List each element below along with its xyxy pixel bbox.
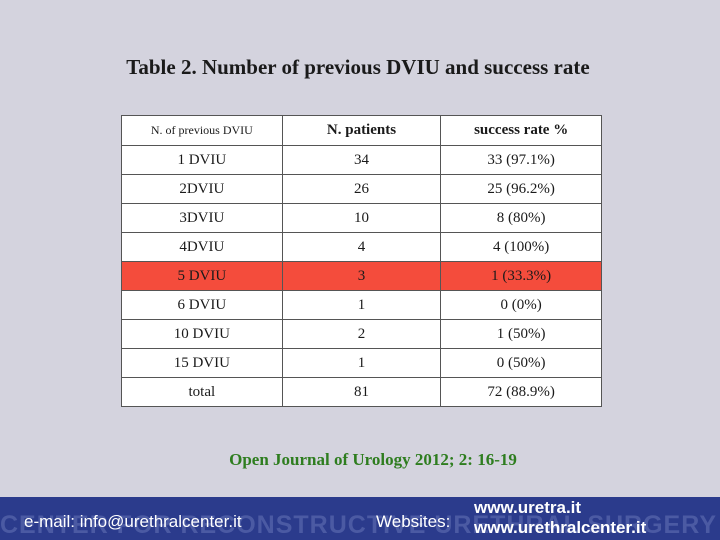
cell-previous-dviu: 15 DVIU: [121, 348, 283, 378]
cell-success-rate: 72 (88.9%): [440, 377, 602, 407]
table-title: Table 2. Number of previous DVIU and suc…: [126, 55, 590, 79]
cell-patients: 10: [281, 203, 442, 233]
cell-patients: 2: [281, 319, 442, 349]
cell-previous-dviu: 3DVIU: [121, 203, 283, 233]
cell-patients: 3: [281, 261, 442, 291]
cell-previous-dviu: 10 DVIU: [121, 319, 283, 349]
journal-citation: Open Journal of Urology 2012; 2: 16-19: [229, 450, 517, 469]
footer-watermark: CENTER FOR RECONSTRUCTIVE URETHRAL SURGE…: [0, 511, 718, 539]
cell-previous-dviu: 6 DVIU: [121, 290, 283, 320]
footer-bar: CENTER FOR RECONSTRUCTIVE URETHRAL SURGE…: [0, 497, 720, 540]
cell-success-rate: 0 (0%): [440, 290, 602, 320]
header-previous-dviu: N. of previous DVIU: [121, 115, 283, 146]
cell-previous-dviu: total: [121, 377, 283, 407]
cell-success-rate: 8 (80%): [440, 203, 602, 233]
table-row: 2DVIU 26 25 (96.2%): [121, 174, 602, 204]
header-success-rate: success rate %: [440, 115, 602, 146]
cell-previous-dviu: 4DVIU: [121, 232, 283, 262]
table-row: 4DVIU 4 4 (100%): [121, 232, 602, 262]
contact-email[interactable]: e-mail: info@urethralcenter.it: [24, 512, 242, 531]
table-header-row: N. of previous DVIU N. patients success …: [121, 115, 602, 146]
cell-success-rate: 4 (100%): [440, 232, 602, 262]
cell-patients: 1: [281, 348, 442, 378]
table-row-total: total 81 72 (88.9%): [121, 377, 602, 407]
cell-patients: 34: [281, 145, 442, 175]
website-link-uretra[interactable]: www.uretra.it: [474, 498, 582, 517]
cell-patients: 26: [281, 174, 442, 204]
table-row: 15 DVIU 1 0 (50%): [121, 348, 602, 378]
table-row: 1 DVIU 34 33 (97.1%): [121, 145, 602, 175]
cell-success-rate: 1 (33.3%): [440, 261, 602, 291]
website-links: www.uretra.it www.urethralcenter.it: [474, 498, 646, 538]
cell-patients: 4: [281, 232, 442, 262]
cell-previous-dviu: 1 DVIU: [121, 145, 283, 175]
results-table: N. of previous DVIU N. patients success …: [121, 115, 602, 407]
table-row-highlighted: 5 DVIU 3 1 (33.3%): [121, 261, 602, 291]
table-row: 3DVIU 10 8 (80%): [121, 203, 602, 233]
cell-patients: 81: [281, 377, 442, 407]
table-row: 10 DVIU 2 1 (50%): [121, 319, 602, 349]
website-link-urethralcenter[interactable]: www.urethralcenter.it: [474, 518, 647, 537]
header-patients: N. patients: [281, 115, 442, 146]
cell-previous-dviu: 5 DVIU: [121, 261, 283, 291]
websites-label: Websites:: [376, 512, 451, 531]
cell-success-rate: 0 (50%): [440, 348, 602, 378]
cell-patients: 1: [281, 290, 442, 320]
cell-success-rate: 1 (50%): [440, 319, 602, 349]
cell-success-rate: 33 (97.1%): [440, 145, 602, 175]
table-row: 6 DVIU 1 0 (0%): [121, 290, 602, 320]
cell-success-rate: 25 (96.2%): [440, 174, 602, 204]
cell-previous-dviu: 2DVIU: [121, 174, 283, 204]
